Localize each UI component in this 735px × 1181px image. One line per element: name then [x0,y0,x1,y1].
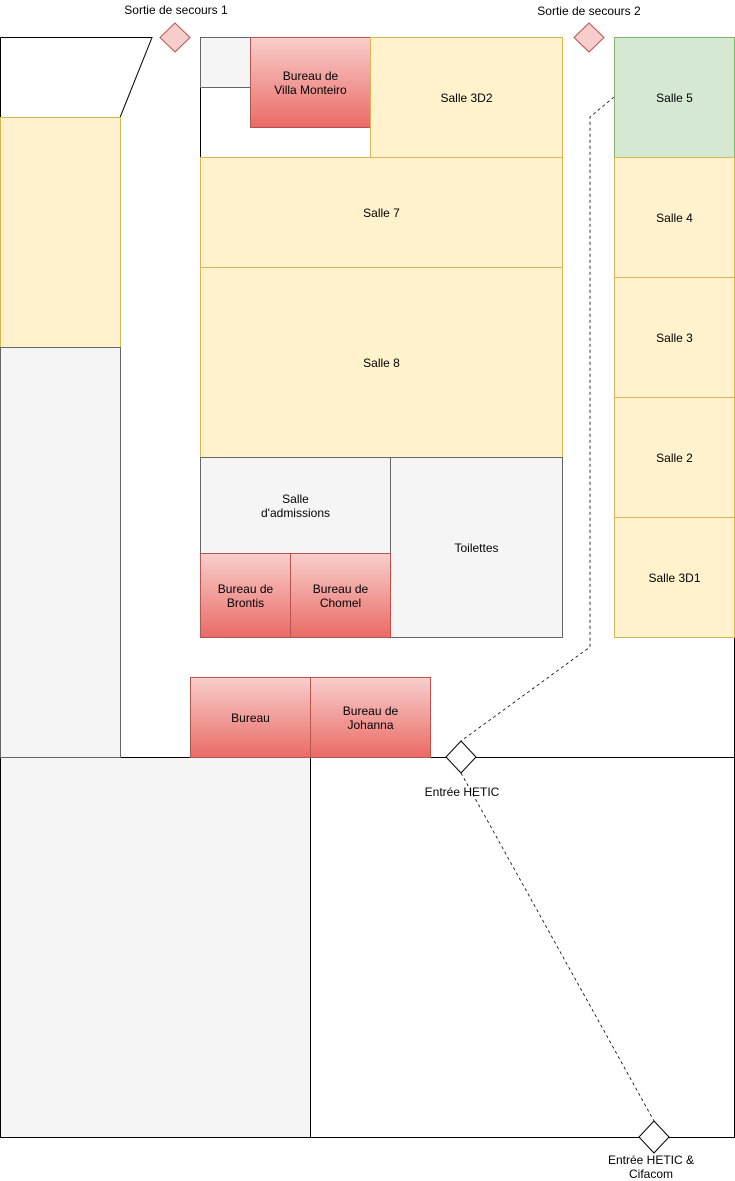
hetic-entrance-icon [445,740,477,774]
evacuation-path [460,96,615,742]
emergency-exit-1-label: Sortie de secours 1 [124,3,228,17]
hetic-cifacom-entrance-icon [638,1120,670,1154]
room-salle-3d1: Salle 3D1 [614,517,735,638]
small-storage [200,37,251,88]
left-storage-area [0,347,121,758]
room-salle-4: Salle 4 [614,157,735,278]
top-left-wall [0,37,153,118]
room-salle-3d2: Salle 3D2 [370,37,563,158]
bottom-left-hall [0,757,311,1138]
hetic-cifacom-entrance-label: Entrée HETIC & Cifacom [607,1153,695,1181]
office-chomel: Bureau de Chomel [290,553,391,638]
evacuation-path [460,772,655,1122]
room-salle-3: Salle 3 [614,277,735,398]
office-johanna: Bureau de Johanna [310,677,431,758]
room-salle-admissions: Salle d'admissions [200,457,391,554]
office-villa-monteiro: Bureau de Villa Monteiro [250,37,371,128]
emergency-exit-2-icon [573,22,605,53]
office-bureau: Bureau [190,677,311,758]
room-salle-8: Salle 8 [200,267,563,458]
office-brontis: Bureau de Brontis [200,553,291,638]
emergency-exit-2-label: Sortie de secours 2 [537,4,641,18]
room-toilettes: Toilettes [390,457,563,638]
unlabeled-room-left [0,117,121,348]
entrance-lobby [310,757,735,1138]
hetic-entrance-label: Entrée HETIC [424,785,500,799]
room-salle-5: Salle 5 [614,37,735,158]
room-salle-7: Salle 7 [200,157,563,268]
room-salle-2: Salle 2 [614,397,735,518]
emergency-exit-1-icon [159,22,191,53]
